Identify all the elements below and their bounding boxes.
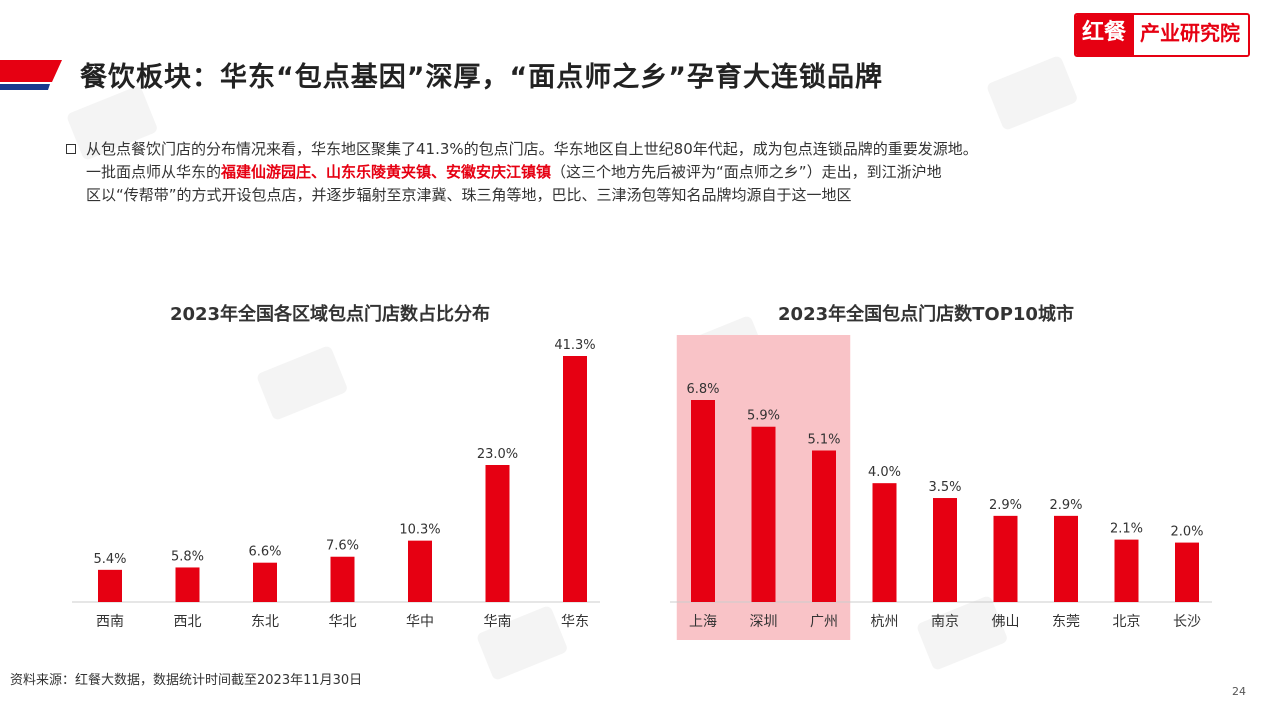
bar-佛山 bbox=[993, 515, 1018, 602]
bar-深圳 bbox=[751, 426, 776, 602]
category-label: 西北 bbox=[174, 614, 202, 630]
data-label: 2.9% bbox=[989, 498, 1022, 513]
data-label: 3.5% bbox=[928, 480, 961, 495]
bullet-square-icon bbox=[66, 144, 76, 154]
description-line-2-post: （这三个地方先后被评为“面点师之乡”）走出，到江浙沪地 bbox=[551, 163, 942, 181]
category-label: 北京 bbox=[1113, 614, 1141, 630]
category-label: 广州 bbox=[810, 614, 838, 630]
description-line-1: 从包点餐饮门店的分布情况来看，华东地区聚集了41.3%的包点门店。华东地区自上世… bbox=[86, 140, 978, 158]
description-line-3: 区以“传帮带”的方式开设包点店，并逐步辐射至京津冀、珠三角等地，巴比、三津汤包等… bbox=[86, 186, 852, 204]
category-label: 西南 bbox=[96, 614, 124, 630]
chart-2-title: 2023年全国包点门店数TOP10城市 bbox=[778, 304, 1074, 325]
data-label: 5.4% bbox=[93, 552, 126, 567]
bar-东北 bbox=[253, 562, 277, 602]
brand-logo: 红餐 产业研究院 bbox=[1074, 13, 1251, 57]
description: 从包点餐饮门店的分布情况来看，华东地区聚集了41.3%的包点门店。华东地区自上世… bbox=[66, 138, 1206, 207]
bar-杭州 bbox=[872, 483, 897, 602]
data-label: 7.6% bbox=[326, 539, 359, 554]
category-label: 佛山 bbox=[992, 614, 1020, 630]
data-label: 2.0% bbox=[1170, 525, 1203, 540]
category-label: 长沙 bbox=[1173, 614, 1201, 630]
logo-mark: 红餐 bbox=[1076, 15, 1135, 55]
data-label: 4.0% bbox=[868, 465, 901, 480]
category-label: 华中 bbox=[406, 614, 434, 630]
category-label: 上海 bbox=[689, 614, 717, 630]
bar-华东 bbox=[563, 356, 587, 602]
bar-华中 bbox=[408, 540, 432, 602]
source-note: 资料来源：红餐大数据，数据统计时间截至2023年11月30日 bbox=[10, 673, 363, 688]
category-label: 东莞 bbox=[1052, 614, 1080, 630]
data-label: 6.8% bbox=[686, 382, 719, 397]
description-line-2: 一批面点师从华东的福建仙游园庄、山东乐陵黄夹镇、安徽安庆江镇镇（这三个地方先后被… bbox=[86, 161, 1206, 184]
data-label: 2.1% bbox=[1110, 522, 1143, 537]
bar-东莞 bbox=[1054, 515, 1078, 602]
category-label: 南京 bbox=[931, 614, 959, 630]
category-label: 华东 bbox=[561, 614, 589, 630]
data-label: 41.3% bbox=[554, 338, 595, 353]
data-label: 5.9% bbox=[747, 409, 780, 424]
data-label: 5.1% bbox=[807, 433, 840, 448]
category-label: 杭州 bbox=[871, 614, 899, 630]
category-label: 深圳 bbox=[750, 614, 778, 630]
description-line-2-pre: 一批面点师从华东的 bbox=[86, 163, 222, 181]
data-label: 6.6% bbox=[248, 545, 281, 560]
region-share-chart: 5.4% 西南 5.8% 西北 6.6% 东北 7.6% 华北 10.3% 华中 23.0% 华南 41… bbox=[72, 338, 600, 630]
bar-长沙 bbox=[1175, 542, 1199, 602]
data-label: 2.9% bbox=[1049, 498, 1082, 513]
data-label: 10.3% bbox=[399, 523, 440, 538]
bar-北京 bbox=[1114, 539, 1139, 602]
description-highlight: 福建仙游园庄、山东乐陵黄夹镇、安徽安庆江镇镇 bbox=[221, 163, 552, 181]
bar-华南 bbox=[485, 465, 510, 602]
page-number: 24 bbox=[1232, 685, 1246, 698]
bar-南京 bbox=[933, 498, 957, 602]
bar-上海 bbox=[691, 400, 715, 602]
category-label: 华南 bbox=[484, 614, 512, 630]
top-cities-chart: 6.8% 上海 5.9% 深圳 5.1% 广州 4.0% 杭州 3.5% 南京 2.9% 佛山 2.9%… bbox=[670, 335, 1212, 640]
chart-1-title: 2023年全国各区域包点门店数占比分布 bbox=[169, 304, 491, 325]
page-title: 餐饮板块：华东“包点基因”深厚，“面点师之乡”孕育大连锁品牌 bbox=[80, 62, 883, 93]
bar-西北 bbox=[175, 567, 200, 602]
bar-西南 bbox=[98, 569, 122, 602]
logo-text: 产业研究院 bbox=[1134, 15, 1249, 55]
bar-华北 bbox=[330, 556, 355, 602]
title-decoration bbox=[0, 60, 62, 90]
data-label: 5.8% bbox=[171, 549, 204, 564]
data-label: 23.0% bbox=[477, 447, 518, 462]
bar-广州 bbox=[812, 450, 836, 602]
category-label: 东北 bbox=[251, 614, 279, 630]
category-label: 华北 bbox=[329, 614, 357, 630]
